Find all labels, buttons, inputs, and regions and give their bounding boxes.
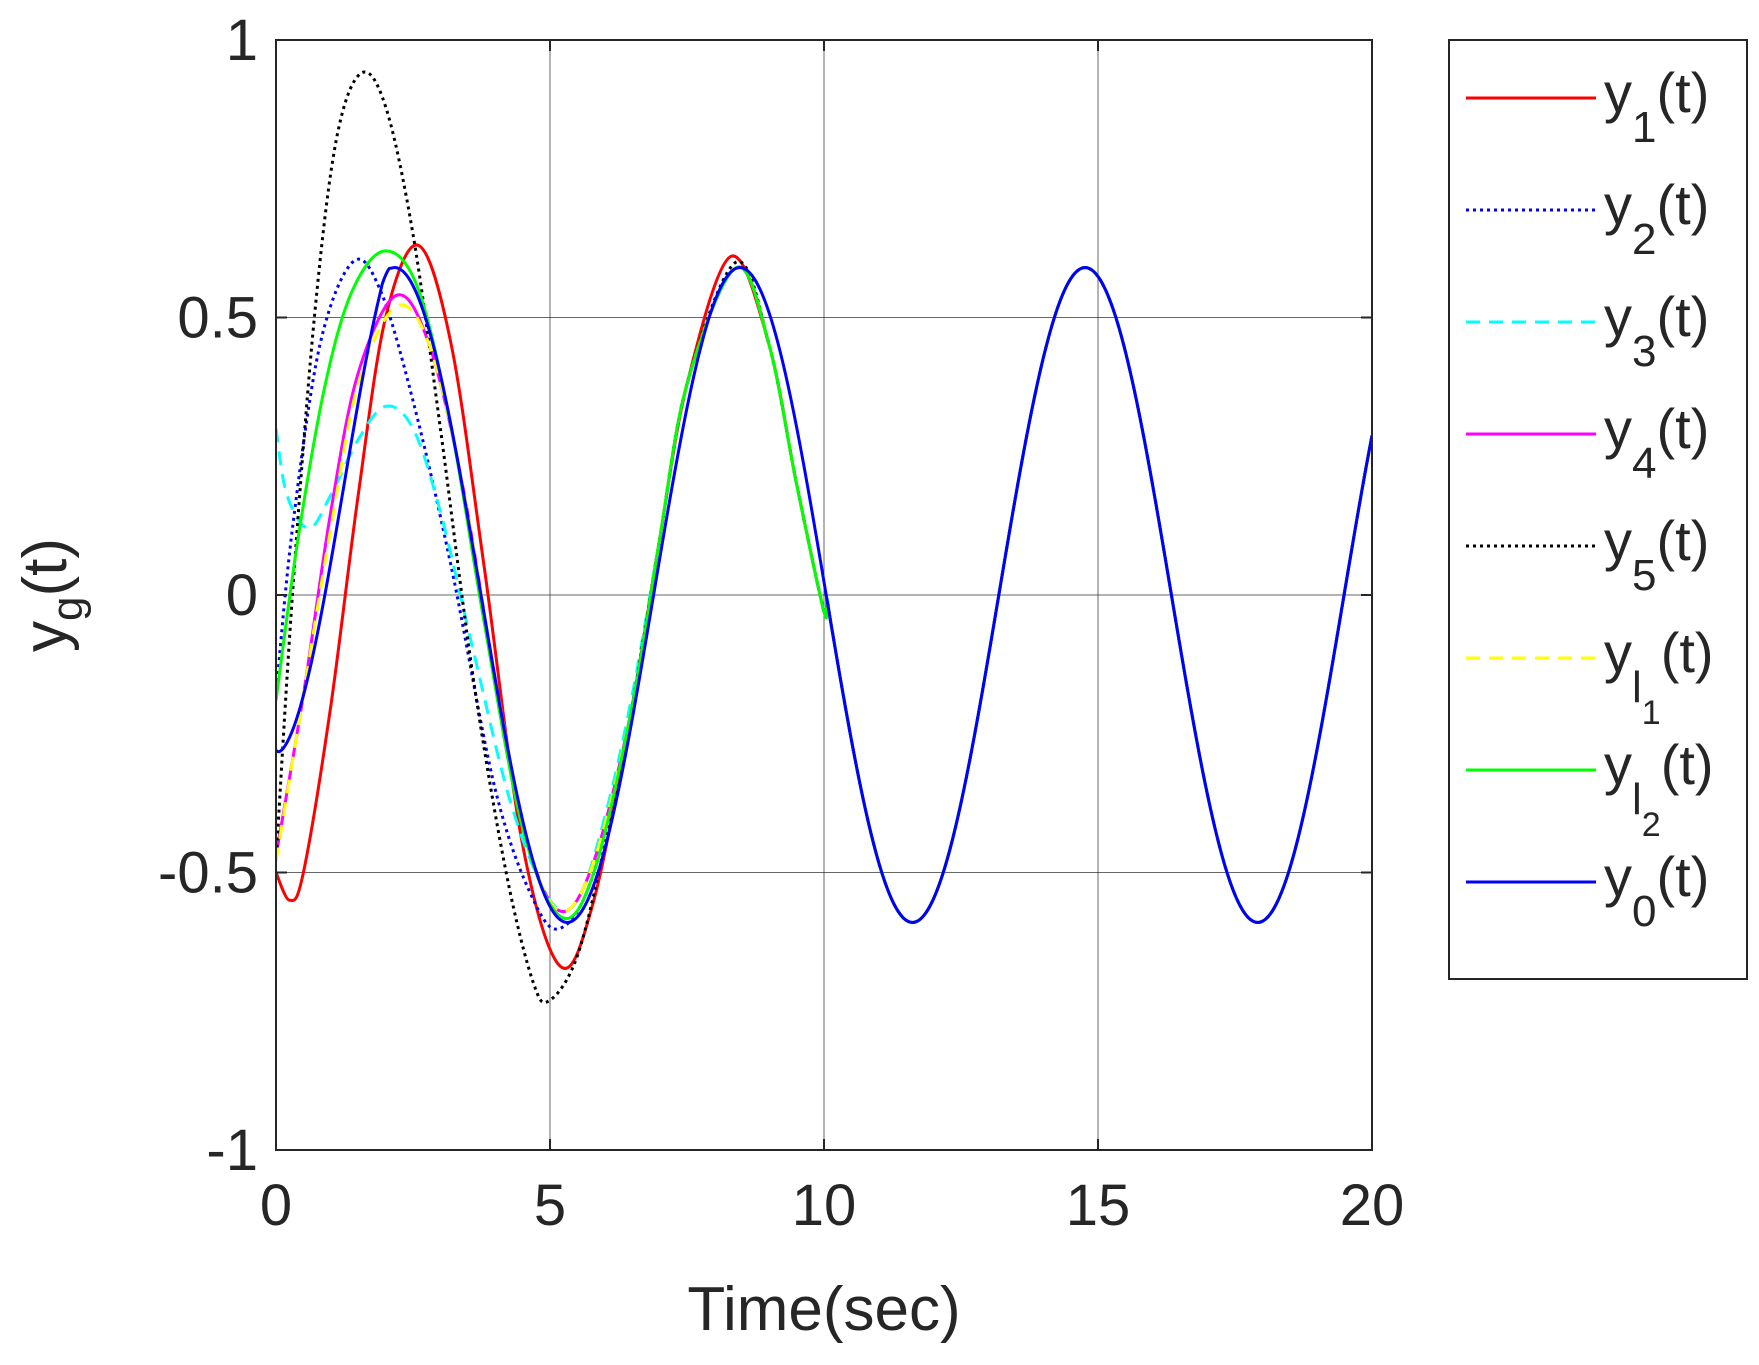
legend-label-suffix: (t)	[1656, 173, 1709, 236]
legend-label-subsub: 1	[1642, 694, 1661, 732]
axis-ticks: 0 5 10 15 20 -1 -0.5 0 0.5 1	[158, 8, 1404, 1238]
legend-label-suffix: (t)	[1661, 621, 1714, 684]
y-tick-label: -1	[206, 1118, 258, 1183]
legend: y1(t)y2(t)y3(t)y4(t)y5(t)yl1(t)yl2(t)y0(…	[1466, 61, 1714, 936]
x-axis-label: Time(sec)	[687, 1275, 960, 1344]
legend-label-sub: l	[1632, 663, 1642, 712]
legend-label-sub: 4	[1632, 439, 1656, 488]
legend-label-suffix: (t)	[1656, 61, 1709, 124]
legend-label-y5: y5(t)	[1604, 509, 1709, 600]
legend-label-sub: 1	[1632, 103, 1656, 152]
y-tick-label: -0.5	[158, 841, 258, 906]
legend-label-y0: y0(t)	[1604, 845, 1709, 936]
legend-label-suffix: (t)	[1661, 733, 1714, 796]
y-tick-label: 0	[226, 563, 258, 628]
legend-box	[1448, 39, 1748, 980]
legend-label-base: y	[1604, 845, 1632, 908]
legend-label-suffix: (t)	[1656, 285, 1709, 348]
legend-label-sub: 3	[1632, 327, 1656, 376]
legend-label-subsub: 2	[1642, 806, 1661, 844]
x-tick-label: 20	[1340, 1173, 1405, 1238]
legend-label-suffix: (t)	[1656, 845, 1709, 908]
x-tick-label: 10	[792, 1173, 857, 1238]
legend-label-yl2: yl2(t)	[1604, 733, 1714, 844]
legend-label-base: y	[1604, 509, 1632, 572]
legend-label-y1: y1(t)	[1604, 61, 1709, 152]
legend-label-sub: l	[1632, 775, 1642, 824]
legend-label-suffix: (t)	[1656, 509, 1709, 572]
x-tick-label: 15	[1066, 1173, 1131, 1238]
y-axis-label-base: y	[11, 621, 80, 652]
legend-label-sub: 0	[1632, 887, 1656, 936]
legend-label-sub: 2	[1632, 215, 1656, 264]
series-line-y0	[276, 266, 1372, 924]
legend-label-suffix: (t)	[1656, 397, 1709, 460]
y-axis-label: yg(t)	[11, 538, 92, 652]
legend-label-y3: y3(t)	[1604, 285, 1709, 376]
y-tick-label: 0.5	[177, 286, 258, 351]
y-axis-label-suffix: (t)	[11, 538, 80, 597]
y-tick-label: 1	[226, 8, 258, 73]
grid	[276, 40, 1372, 1150]
legend-label-y2: y2(t)	[1604, 173, 1709, 264]
x-tick-label: 0	[260, 1173, 292, 1238]
series-group	[276, 70, 1372, 1005]
legend-label-base: y	[1604, 61, 1632, 124]
legend-label-base: y	[1604, 285, 1632, 348]
legend-label-y4: y4(t)	[1604, 397, 1709, 488]
x-tick-label: 5	[534, 1173, 566, 1238]
legend-label-base: y	[1604, 397, 1632, 460]
legend-label-sub: 5	[1632, 551, 1656, 600]
y-axis-label-sub: g	[43, 597, 92, 621]
legend-label-base: y	[1604, 621, 1632, 684]
legend-label-base: y	[1604, 733, 1632, 796]
legend-label-yl1: yl1(t)	[1604, 621, 1714, 732]
legend-label-base: y	[1604, 173, 1632, 236]
